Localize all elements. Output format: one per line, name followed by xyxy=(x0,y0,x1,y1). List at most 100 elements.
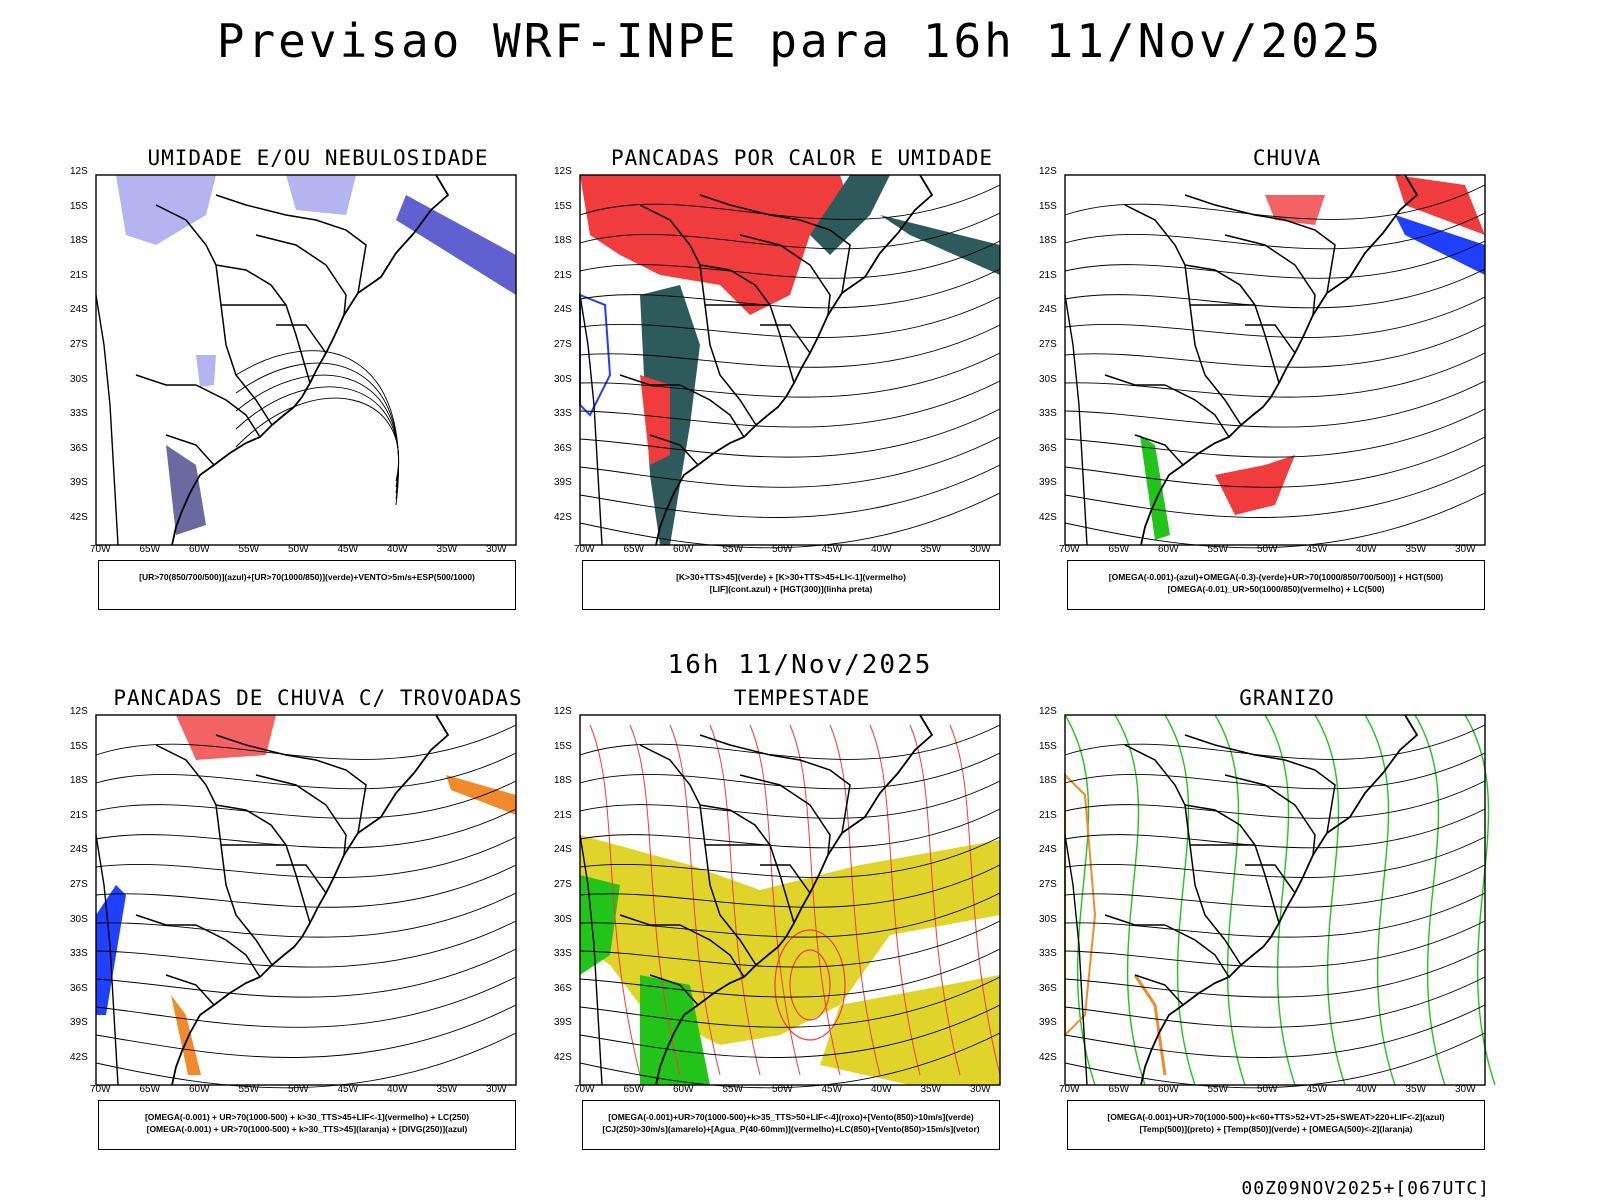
streamline-red xyxy=(789,949,831,1021)
lon-tick-label: 45W xyxy=(337,544,359,555)
lon-tick-label: 65W xyxy=(1108,544,1130,555)
lat-tick-label: 33S xyxy=(1039,408,1057,420)
lon-tick-label: 55W xyxy=(1207,1084,1229,1095)
map-frame xyxy=(1064,714,1486,1086)
state-border xyxy=(649,434,699,466)
streamline-red xyxy=(869,724,921,1076)
state-border xyxy=(1224,774,1316,856)
panel-title: UMIDADE E/OU NEBULOSIDADE xyxy=(147,146,489,170)
panel-tempestade: TEMPESTADE 12S 15S 18S 21S 24S 27S 30S 33S 36S 39S… xyxy=(554,686,1032,1176)
lon-tick-label: 70W xyxy=(90,544,111,555)
height-contour xyxy=(579,892,1001,938)
state-border xyxy=(1134,974,1184,1006)
lat-tick-label: 27S xyxy=(1039,339,1057,350)
height-contour xyxy=(579,1032,1001,1089)
height-contour xyxy=(579,808,1001,849)
lon-tick-label: 40W xyxy=(871,544,892,555)
lat-tick-label: 27S xyxy=(1039,879,1057,890)
state-border xyxy=(1164,924,1230,978)
map-frame xyxy=(95,174,517,546)
lat-tick-label: 15S xyxy=(554,200,572,212)
humidity-shade xyxy=(396,195,516,295)
panel-title: CHUVA xyxy=(1252,146,1322,170)
state-border xyxy=(699,734,851,834)
coastline xyxy=(655,174,934,546)
temp850-green xyxy=(1464,714,1496,1086)
height-contour xyxy=(1064,1004,1486,1058)
lon-tick-label: 70W xyxy=(1059,544,1080,555)
height-contour xyxy=(95,808,517,849)
divergence-blue xyxy=(96,885,126,1015)
panel-legend: [OMEGA(-0.001)+UR>70(1000-500)+k<60+TTS>… xyxy=(1067,1100,1485,1150)
panel-legend: [K>30+TTS>45](verde) + [K>30+TTS>45+LI<-… xyxy=(582,560,1000,610)
lon-tick-label: 45W xyxy=(1306,544,1328,555)
panel-legend: [OMEGA(-0.001)-(azul)+OMEGA(-0.3)-(verde… xyxy=(1067,560,1485,610)
streamline-red xyxy=(629,724,681,1076)
coastline xyxy=(579,294,603,546)
lon-tick-label: 35W xyxy=(1405,544,1427,555)
lat-tick-label: 27S xyxy=(70,879,88,890)
humidity-shade xyxy=(166,445,206,535)
state-border xyxy=(1184,804,1280,924)
map-svg xyxy=(579,174,1001,549)
lon-tick-label: 45W xyxy=(821,544,843,555)
legend-line: [OMEGA(-0.001) + UR>70(1000-500) + k>30_… xyxy=(144,1112,470,1122)
lat-tick-label: 36S xyxy=(1039,442,1057,454)
lat-tick-label: 42S xyxy=(1039,1052,1057,1063)
state-border xyxy=(1104,914,1165,926)
height-contour xyxy=(579,268,1001,309)
lat-tick-label: 36S xyxy=(70,982,88,994)
lat-tick-label: 39S xyxy=(1039,477,1057,489)
map-frame xyxy=(95,714,517,1086)
lat-tick-label: 39S xyxy=(70,477,88,489)
lon-tick-label: 35W xyxy=(920,1084,942,1095)
map-background xyxy=(96,715,516,1085)
map-svg xyxy=(95,714,517,1089)
lat-tick-label: 33S xyxy=(554,948,572,960)
map-area xyxy=(579,714,1001,1089)
streamline-red xyxy=(949,724,1001,1076)
temp850-green xyxy=(1314,714,1346,1086)
state-border xyxy=(699,264,795,384)
map-area xyxy=(95,174,517,546)
state-border xyxy=(165,974,215,1006)
legend-line: [UR>70(850/700/500)](azul)+[UR>70(1000/8… xyxy=(139,572,475,582)
height-contour xyxy=(1064,948,1486,998)
height-contour xyxy=(95,920,517,968)
lon-tick-label: 60W xyxy=(189,1084,210,1095)
legend-line: [OMEGA(-0.001)-(azul)+OMEGA(-0.3)-(verde… xyxy=(1108,572,1444,582)
lon-tick-label: 30W xyxy=(970,1084,991,1095)
streamline-red xyxy=(669,724,721,1076)
lat-tick-label: 21S xyxy=(1039,269,1057,281)
lat-tick-label: 24S xyxy=(1039,844,1057,856)
state-border xyxy=(699,194,851,294)
height-contour xyxy=(579,920,1001,968)
lon-tick-label: 40W xyxy=(1356,1084,1377,1095)
height-contour xyxy=(1064,268,1486,309)
lat-tick-label: 27S xyxy=(70,339,88,350)
height-contour xyxy=(1064,212,1486,250)
state-border xyxy=(649,974,699,1006)
state-border xyxy=(760,324,811,354)
map-area xyxy=(95,714,517,1089)
rain-blue xyxy=(1395,215,1485,275)
lon-tick-label: 35W xyxy=(920,544,942,555)
legend-line: [LIF](cont.azul) + [HGT(300)](linha pret… xyxy=(709,584,873,594)
lat-tick-label: 30S xyxy=(70,913,88,925)
lat-tick-label: 15S xyxy=(70,200,88,212)
panel-umidade: UMIDADE E/OU NEBULOSIDADE 12S 15S 18S 21S 24S… xyxy=(70,146,548,636)
lat-tick-label: 18S xyxy=(554,235,572,247)
instability-green xyxy=(880,215,1000,275)
lon-tick-label: 50W xyxy=(772,1084,793,1095)
valid-time-subtitle: 16h 11/Nov/2025 xyxy=(667,650,933,680)
lon-tick-label: 60W xyxy=(189,544,210,555)
lon-tick-label: 65W xyxy=(623,544,645,555)
state-border xyxy=(215,264,311,384)
state-border xyxy=(699,804,795,924)
height-contour xyxy=(95,892,517,938)
state-border xyxy=(255,774,347,856)
height-contour xyxy=(95,780,517,819)
state-border xyxy=(195,384,261,438)
omega-orange xyxy=(1133,974,1167,1076)
storm-orange xyxy=(171,995,201,1075)
